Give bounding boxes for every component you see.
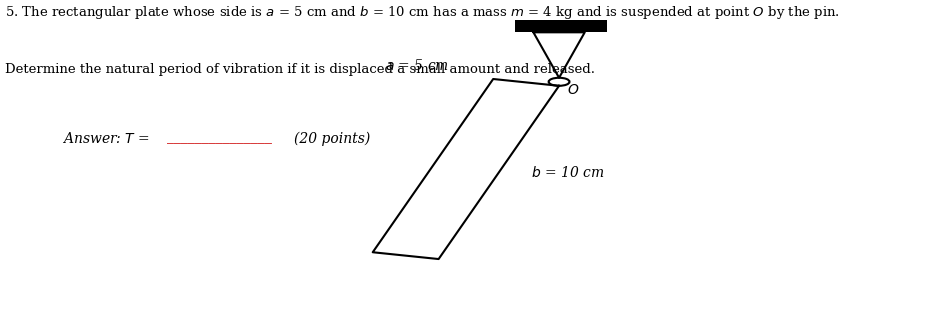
- Text: (20 points): (20 points): [294, 131, 370, 146]
- Text: 5. The rectangular plate whose side is $a$ = 5 cm and $b$ = 10 cm has a mass $m$: 5. The rectangular plate whose side is $…: [6, 4, 840, 22]
- Text: $O$: $O$: [567, 83, 580, 97]
- Text: $b$ = 10 cm: $b$ = 10 cm: [531, 165, 605, 180]
- FancyBboxPatch shape: [515, 20, 607, 32]
- Text: $a$ = 5 cm: $a$ = 5 cm: [385, 58, 449, 73]
- Text: Determine the natural period of vibration if it is displaced a small amount and : Determine the natural period of vibratio…: [6, 63, 595, 76]
- Text: Answer: $T$ =: Answer: $T$ =: [61, 131, 151, 146]
- Text: _______________: _______________: [168, 130, 272, 144]
